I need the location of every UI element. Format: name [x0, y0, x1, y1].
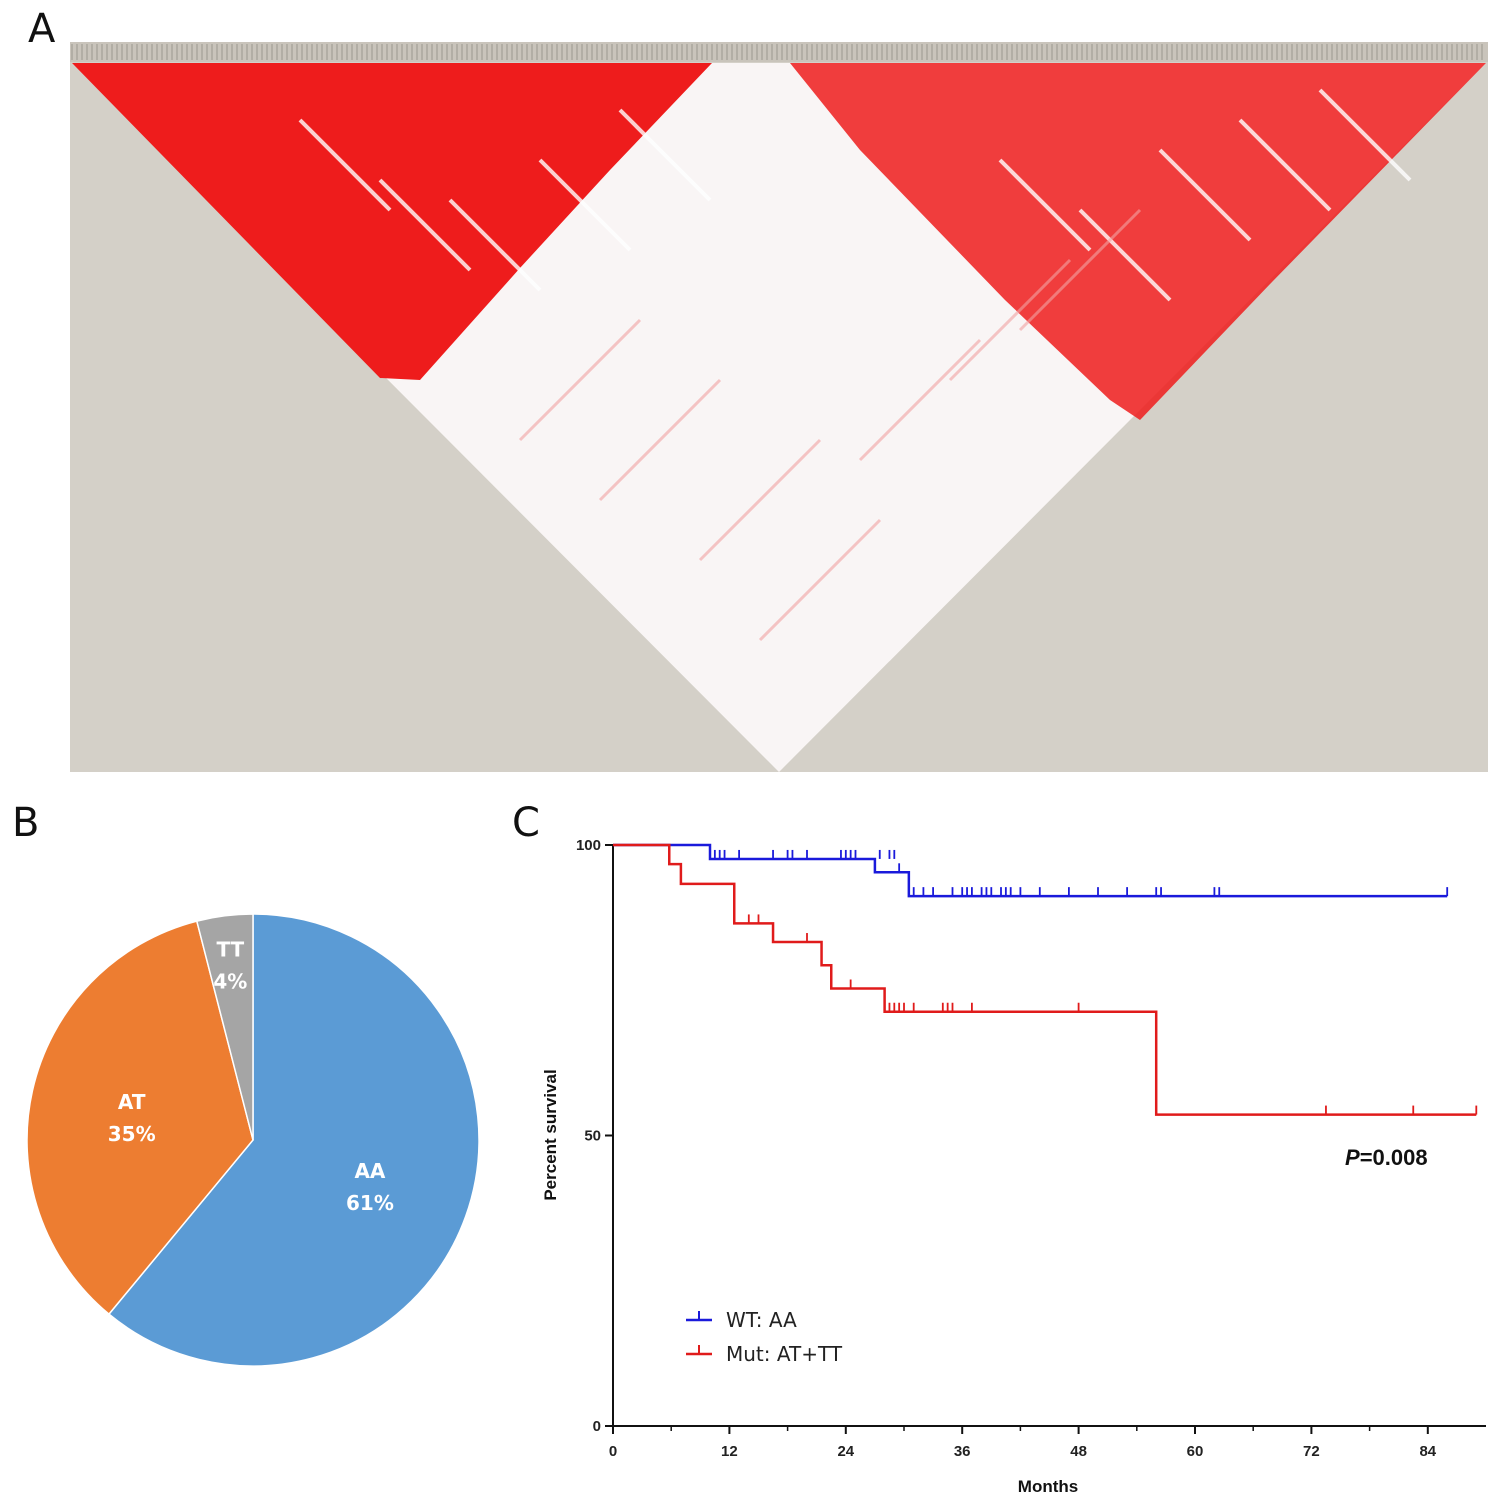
y-tick-label: 0 [593, 1418, 601, 1435]
y-ticks: 0 50 100 [576, 837, 613, 1435]
genotype-pie: AA 61% AT 35% TT 4% [26, 913, 480, 1367]
x-tick-label: 36 [954, 1443, 971, 1460]
ld-band [948, 258, 1072, 382]
ld-streak [448, 198, 542, 292]
pie-pct-at: 35% [108, 1122, 156, 1146]
ld-streak [1078, 208, 1172, 302]
ld-block-left [72, 63, 712, 380]
ld-band [518, 318, 642, 442]
pie-slice-aa [107, 913, 480, 1367]
x-tick-label: 0 [609, 1443, 617, 1460]
pie-pct-aa: 61% [346, 1191, 394, 1215]
ld-band [858, 338, 982, 462]
panel-label-c: C [512, 800, 540, 846]
ld-snp-track [70, 42, 1488, 62]
pie-slice-at [26, 920, 254, 1316]
ld-streak [538, 158, 632, 252]
series-line-1 [613, 843, 1477, 1116]
ld-heatmap [70, 42, 1488, 772]
x-tick-label: 60 [1187, 1443, 1204, 1460]
y-tick-label: 50 [584, 1128, 601, 1145]
ld-streak [1158, 148, 1252, 242]
ld-texture [298, 88, 1412, 642]
ld-streak [618, 108, 712, 202]
x-tick-label: 84 [1419, 1443, 1436, 1460]
pie-pct-tt: 4% [213, 970, 247, 994]
legend-label-1: Mut: AT+TT [726, 1342, 843, 1366]
series-line-0 [613, 843, 1448, 898]
ld-streak [1238, 118, 1332, 212]
x-axis-title: Months [1018, 1477, 1078, 1496]
p-value-annotation: P=0.008 [1345, 1145, 1428, 1170]
pie-label-at: AT [118, 1090, 146, 1114]
ld-band [698, 438, 822, 562]
panel-label-a: A [28, 6, 56, 52]
panel-label-b: B [12, 800, 40, 846]
y-tick-label: 100 [576, 837, 601, 854]
x-tick-label: 48 [1070, 1443, 1087, 1460]
pie-label-aa: AA [354, 1159, 385, 1183]
ld-streak [1318, 88, 1412, 182]
x-tick-label: 24 [837, 1443, 854, 1460]
x-ticks: 0 12 24 36 48 60 72 84 [609, 1426, 1437, 1460]
ld-band [1018, 208, 1142, 332]
p-value-text: =0.008 [1360, 1145, 1428, 1170]
pie-label-tt: TT [216, 938, 244, 962]
pie-slice-tt [195, 913, 254, 1141]
ld-block-right [790, 63, 1486, 420]
ld-band [758, 518, 882, 642]
x-tick-label: 72 [1303, 1443, 1320, 1460]
legend-label-0: WT: AA [726, 1308, 797, 1332]
ld-snp-ticks [71, 44, 1483, 60]
survival-plot: 0 50 100 0 12 24 36 48 60 72 84 Months Percent su… [541, 837, 1486, 1496]
p-value-prefix: P [1345, 1145, 1360, 1170]
ld-band [598, 378, 722, 502]
x-tick-label: 12 [721, 1443, 738, 1460]
legend: WT: AA Mut: AT+TT [686, 1308, 843, 1366]
ld-streak [298, 118, 392, 212]
ld-streak [998, 158, 1092, 252]
ld-streak [378, 178, 472, 272]
y-axis-title: Percent survival [541, 1069, 560, 1200]
survival-series [613, 843, 1478, 1116]
